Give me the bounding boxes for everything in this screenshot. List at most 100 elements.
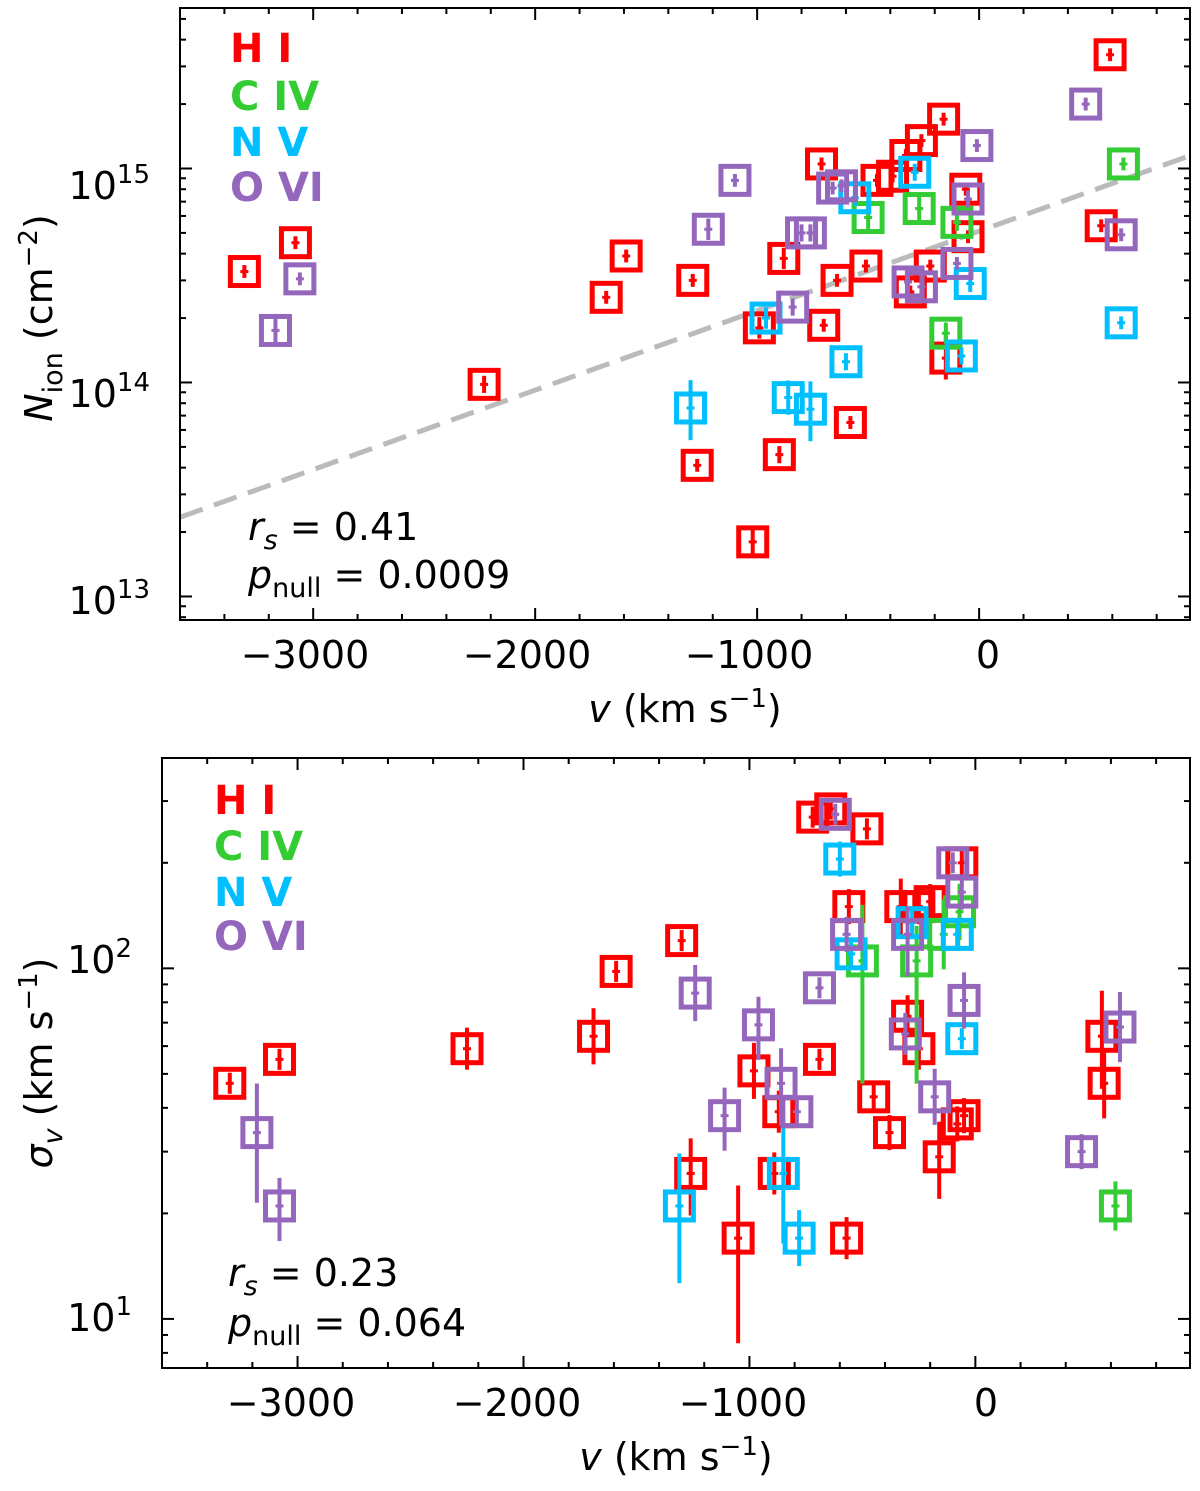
- point-marker: [951, 182, 985, 216]
- data-point: [674, 380, 708, 441]
- xtick-label: −2000: [453, 1381, 582, 1425]
- legend-entry-nv: N V: [214, 870, 292, 916]
- point-marker: [947, 983, 981, 1017]
- ytick-label: 1014: [69, 368, 150, 416]
- point-marker: [805, 147, 839, 181]
- data-point: [1087, 1048, 1121, 1119]
- point-marker: [944, 339, 978, 373]
- data-point: [805, 147, 839, 181]
- xtick-label: −3000: [241, 633, 370, 677]
- data-point: [802, 971, 836, 1005]
- point-marker: [940, 246, 974, 280]
- data-point: [829, 345, 863, 379]
- point-marker: [802, 971, 836, 1005]
- data-point: [262, 1042, 296, 1076]
- data-point: [849, 249, 883, 283]
- data-point: [793, 216, 827, 250]
- series-ovi: [240, 797, 1137, 1242]
- point-marker: [283, 262, 317, 296]
- x-axis-label: v (km s−1): [588, 684, 781, 731]
- point-marker: [718, 163, 752, 197]
- data-point: [762, 438, 796, 472]
- p-null: pnull = 0.0009: [247, 553, 510, 604]
- y-axis-label: Nion (cm−2): [14, 214, 69, 422]
- series-ovi: [258, 87, 1138, 347]
- point-marker: [960, 129, 994, 163]
- point-marker: [589, 280, 623, 314]
- data-point: [1104, 306, 1138, 340]
- point-marker: [240, 1116, 274, 1150]
- data-point: [665, 924, 699, 958]
- point-marker: [793, 392, 827, 426]
- data-point: [262, 1177, 296, 1242]
- point-marker: [1084, 209, 1118, 243]
- data-point: [951, 182, 985, 216]
- point-marker: [947, 1099, 981, 1133]
- y-axis-label: σv (km s−1): [14, 957, 69, 1168]
- data-point: [940, 246, 974, 280]
- data-point: [834, 937, 868, 971]
- point-marker: [945, 1022, 979, 1056]
- data-point: [674, 1138, 708, 1216]
- point-marker: [902, 192, 936, 226]
- point-marker: [922, 1140, 956, 1174]
- point-marker: [793, 216, 827, 250]
- data-point: [904, 270, 938, 304]
- point-marker: [762, 438, 796, 472]
- xtick-label: −1000: [679, 1381, 808, 1425]
- data-point: [1084, 209, 1118, 243]
- xtick-label: 0: [974, 1381, 998, 1425]
- point-marker: [742, 311, 776, 345]
- legend-entry-ovi: O VI: [230, 165, 324, 211]
- point-marker: [450, 1032, 484, 1066]
- data-point: [227, 255, 261, 289]
- data-point: [802, 1042, 836, 1076]
- data-point: [782, 1210, 816, 1267]
- point-marker: [258, 313, 292, 347]
- point-marker: [1065, 1135, 1099, 1169]
- data-point: [918, 1068, 952, 1125]
- data-point: [793, 381, 827, 442]
- ytick-label: 1013: [69, 575, 150, 623]
- point-marker: [927, 102, 961, 136]
- point-marker: [891, 999, 925, 1033]
- point-marker: [1106, 147, 1140, 181]
- point-marker: [818, 797, 852, 831]
- point-marker: [708, 1099, 742, 1133]
- point-marker: [213, 1066, 247, 1100]
- data-point: [742, 311, 776, 345]
- point-marker: [1104, 218, 1138, 252]
- data-point: [1098, 1181, 1132, 1231]
- point-marker: [782, 1221, 816, 1255]
- point-marker: [904, 124, 938, 158]
- point-marker: [721, 1221, 755, 1255]
- legend-entry-civ: C IV: [214, 824, 303, 870]
- point-marker: [741, 1008, 775, 1042]
- point-marker: [830, 1221, 864, 1255]
- data-point: [1103, 992, 1137, 1063]
- point-marker: [940, 205, 974, 239]
- point-marker: [1104, 306, 1138, 340]
- point-marker: [834, 937, 868, 971]
- data-point: [1104, 218, 1138, 252]
- data-point: [940, 917, 974, 951]
- series-civ: [845, 883, 1132, 1231]
- point-marker: [665, 924, 699, 958]
- x-axis-label: v (km s−1): [579, 1432, 772, 1479]
- legend-entry-nv: N V: [230, 120, 308, 166]
- data-point: [283, 262, 317, 296]
- data-point: [960, 129, 994, 163]
- point-marker: [599, 954, 633, 988]
- data-point: [467, 367, 501, 401]
- point-marker: [888, 1017, 922, 1051]
- point-marker: [824, 169, 858, 203]
- data-point: [718, 163, 752, 197]
- plot-frame: [179, 7, 1191, 621]
- data-point: [922, 1121, 956, 1199]
- point-marker: [1087, 1066, 1121, 1100]
- data-point: [676, 263, 710, 297]
- data-point: [678, 965, 712, 1022]
- point-marker: [943, 895, 977, 929]
- data-point: [940, 1106, 974, 1142]
- data-point: [940, 205, 974, 239]
